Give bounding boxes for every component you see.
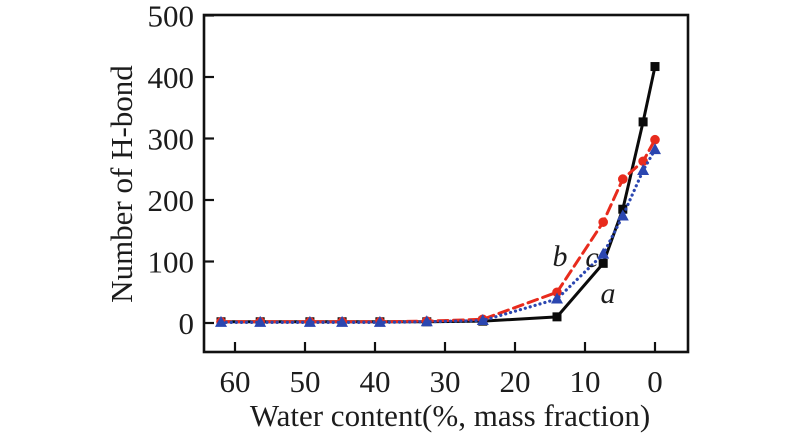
y-tick-label: 0 [179, 306, 195, 341]
series-c-marker [476, 314, 489, 326]
x-tick-label: 30 [430, 364, 461, 399]
y-tick-label: 500 [148, 0, 195, 34]
y-tick-label: 200 [148, 183, 195, 218]
x-tick-label: 10 [570, 364, 601, 399]
series-c-marker [597, 247, 610, 259]
series-c-marker [637, 163, 650, 175]
x-axis-title: Water content(%, mass fraction) [250, 398, 650, 433]
x-tick-label: 50 [290, 364, 321, 399]
series-b-line [219, 138, 657, 324]
series-c-marker [373, 315, 386, 327]
series-a-marker [598, 258, 608, 268]
series-a-marker [638, 117, 648, 127]
series-c-line [219, 147, 657, 324]
series-label-b: b [553, 240, 568, 273]
x-tick-label: 40 [360, 364, 391, 399]
series-b-marker [618, 174, 628, 184]
y-tick-label: 100 [148, 245, 195, 280]
series-c-marker [649, 143, 661, 155]
series-b-marker [552, 287, 562, 298]
series-a-marker [650, 62, 660, 72]
series-b-marker [638, 156, 648, 167]
series-a-marker [618, 204, 628, 214]
x-tick-label: 20 [500, 364, 531, 399]
series-c-marker [215, 315, 227, 327]
y-axis-title: Number of H-bond [104, 65, 139, 303]
series-a-line [219, 65, 657, 324]
y-tick-label: 400 [148, 60, 195, 95]
y-tick-label: 300 [148, 122, 195, 157]
series-label-a: a [601, 277, 616, 310]
x-tick-label: 60 [220, 364, 251, 399]
series-b-marker [650, 134, 660, 145]
series-a-marker [552, 312, 562, 322]
x-tick-label: 0 [647, 364, 663, 399]
series-c-marker [303, 315, 316, 327]
series-label-c: c [585, 241, 598, 274]
series-b-marker [598, 217, 608, 227]
series-c-marker [336, 315, 349, 327]
series-c-marker [551, 292, 563, 304]
plot-border [202, 13, 690, 354]
series-c-marker [254, 315, 267, 327]
series-c-marker [420, 315, 433, 327]
series-c-marker [616, 209, 629, 221]
